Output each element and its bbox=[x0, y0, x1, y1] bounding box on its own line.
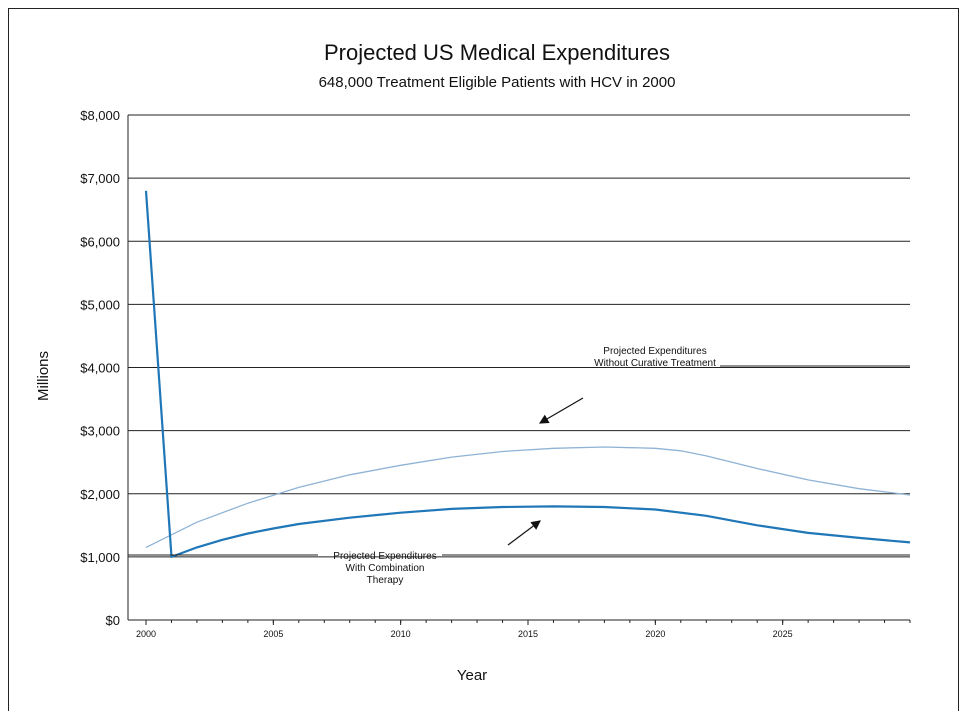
annotation-without-line: Projected Expenditures bbox=[603, 346, 706, 357]
annotation-with-line: Projected Expenditures bbox=[333, 551, 436, 562]
y-tick-label: $1,000 bbox=[80, 550, 120, 565]
series-line-with bbox=[144, 190, 911, 559]
x-axis-ticks: 2000 2005 2010 2015 2020 2025 bbox=[136, 620, 911, 639]
annotation-with-line: With Combination bbox=[346, 563, 425, 574]
x-tick-label: 2005 bbox=[263, 629, 283, 639]
annotation-without-line: Without Curative Treatment bbox=[594, 358, 716, 369]
chart-title: Projected US Medical Expenditures bbox=[324, 40, 670, 65]
chart-subtitle: 648,000 Treatment Eligible Patients with… bbox=[319, 74, 676, 91]
arrow-without bbox=[538, 397, 584, 424]
y-tick-label: $8,000 bbox=[80, 108, 120, 123]
x-axis-label: Year bbox=[457, 667, 487, 684]
x-tick-label: 2025 bbox=[773, 629, 793, 639]
chart-frame bbox=[8, 8, 959, 711]
y-tick-label: $3,000 bbox=[80, 424, 120, 439]
y-tick-label: $4,000 bbox=[80, 361, 120, 376]
y-axis-label: Millions bbox=[35, 351, 52, 401]
annotation-with-line: Therapy bbox=[367, 575, 404, 586]
y-tick-label: $2,000 bbox=[80, 487, 120, 502]
x-tick-label: 2020 bbox=[645, 629, 665, 639]
series-line-without bbox=[145, 446, 911, 548]
y-tick-label: $7,000 bbox=[80, 171, 120, 186]
y-tick-label: $5,000 bbox=[80, 297, 120, 312]
x-tick-label: 2010 bbox=[391, 629, 411, 639]
y-axis-ticks: $0 $1,000 $2,000 $3,000 $4,000 $5,000 $6,000 $7… bbox=[80, 108, 120, 628]
y-tick-label: $6,000 bbox=[80, 234, 120, 249]
grid-lines bbox=[127, 114, 910, 621]
arrow-with bbox=[507, 520, 541, 546]
series-lines bbox=[144, 190, 911, 559]
x-tick-label: 2000 bbox=[136, 629, 156, 639]
y-tick-label: $0 bbox=[106, 613, 120, 628]
x-tick-label: 2015 bbox=[518, 629, 538, 639]
